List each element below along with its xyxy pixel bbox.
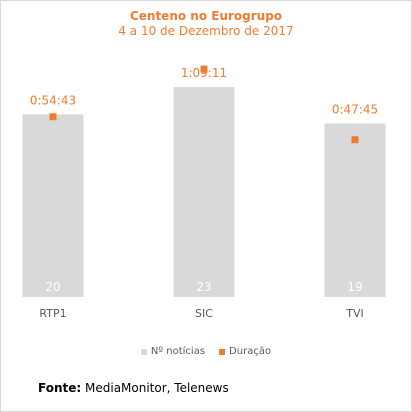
duration-label-rtp1: 0:54:43	[30, 93, 76, 107]
x-tick-sic: SIC	[195, 307, 213, 320]
duration-label-tvi: 0:47:45	[332, 103, 378, 117]
chart-title: Centeno no Eurogrupo	[129, 9, 283, 23]
marker-tvi	[351, 136, 359, 144]
bar-rtp1	[22, 114, 84, 298]
chart-legend: Nº notícias Duração	[0, 346, 412, 357]
marker-rtp1	[49, 113, 57, 121]
source-note: Fonte: MediaMonitor, Telenews	[38, 381, 229, 395]
chart-subtitle: 4 a 10 de Dezembro de 2017	[118, 24, 294, 38]
legend-swatch-noticias	[140, 348, 147, 355]
bar-tvi	[324, 123, 386, 298]
x-tick-tvi: TVI	[345, 307, 364, 320]
legend-item-duracao: Duração	[219, 346, 271, 357]
bar-label-rtp1: 20	[45, 280, 60, 294]
legend-item-noticias: Nº notícias	[140, 346, 206, 357]
marker-sic	[200, 65, 208, 73]
bar-label-sic: 23	[196, 280, 211, 294]
x-tick-rtp1: RTP1	[39, 307, 66, 320]
source-label: Fonte:	[38, 381, 82, 395]
legend-label-noticias: Nº notícias	[150, 346, 206, 357]
duration-label-sic: 1:09:11	[181, 66, 227, 80]
bar-sic	[173, 87, 235, 297]
bar-label-tvi: 19	[347, 280, 362, 294]
legend-label-duracao: Duração	[229, 346, 272, 357]
legend-swatch-duracao	[219, 348, 226, 355]
source-text: MediaMonitor, Telenews	[85, 381, 229, 395]
